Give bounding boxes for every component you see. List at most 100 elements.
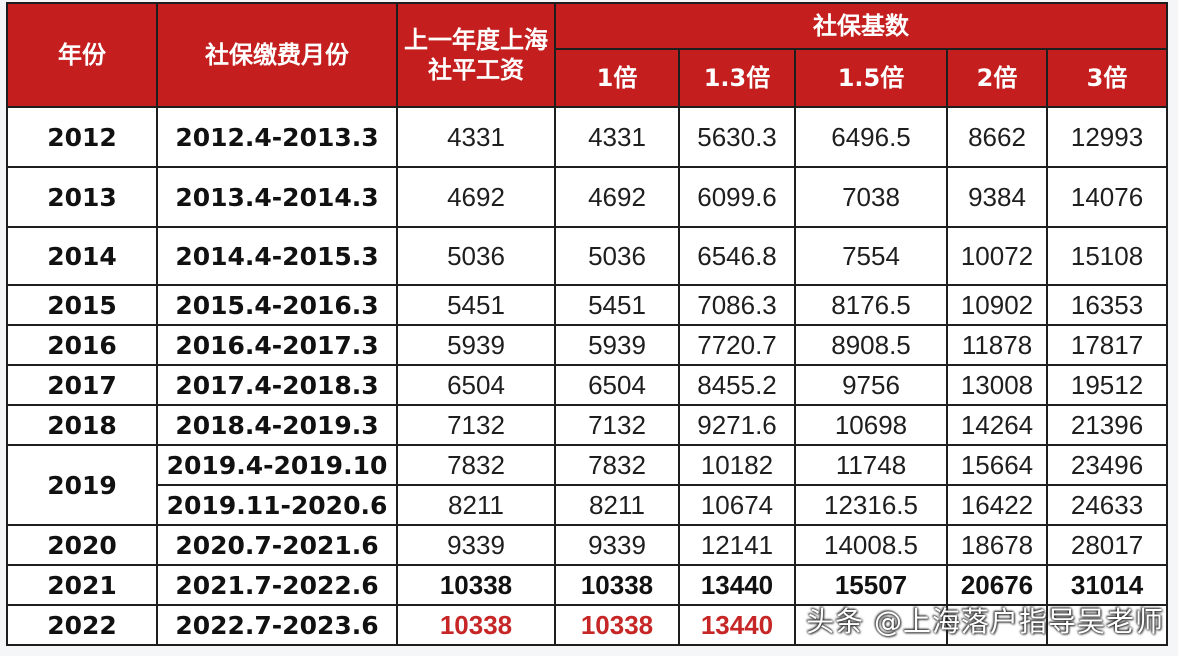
period-cell: 2019.4-2019.10 [156, 444, 398, 486]
header-multiplier-1x: 1倍 [554, 48, 680, 108]
base-1x-cell: 6504 [554, 364, 680, 406]
avg-wage-cell: 5939 [396, 324, 556, 366]
base-1x-cell: 9339 [554, 524, 680, 566]
table-row: 2022 2022.7-2023.6 10338 10338 13440 [6, 604, 1169, 646]
header-avg-wage: 上一年度上海社平工资 [396, 2, 556, 108]
social-insurance-base-table: 年份 社保缴费月份 上一年度上海社平工资 社保基数 1倍 1.3倍 1.5倍 2… [6, 2, 1169, 646]
base-3x-cell: 24633 [1045, 484, 1169, 526]
base-3x-cell [1045, 604, 1169, 646]
base-1-5x-cell: 6496.5 [794, 106, 948, 168]
header-period: 社保缴费月份 [156, 2, 398, 108]
year-cell: 2012 [6, 106, 158, 168]
base-3x-cell: 19512 [1045, 364, 1169, 406]
base-1x-cell: 10338 [554, 604, 680, 646]
base-2x-cell: 15664 [946, 444, 1048, 486]
base-3x-cell: 28017 [1045, 524, 1169, 566]
base-2x-cell: 13008 [946, 364, 1048, 406]
period-cell: 2022.7-2023.6 [156, 604, 398, 646]
year-cell: 2021 [6, 564, 158, 606]
table-row: 2019.11-2020.6 8211 8211 10674 12316.5 1… [7, 484, 1169, 526]
year-cell: 2019 [6, 444, 158, 526]
table-row: 2018 2018.4-2019.3 7132 7132 9271.6 1069… [6, 404, 1169, 446]
header-multiplier-1-3x: 1.3倍 [678, 48, 796, 108]
base-1-3x-cell: 10182 [678, 444, 796, 486]
period-cell: 2019.11-2020.6 [156, 484, 398, 526]
base-1-3x-cell: 10674 [678, 484, 796, 526]
base-1x-cell: 4331 [554, 106, 680, 168]
avg-wage-cell: 5451 [396, 284, 556, 326]
period-cell: 2013.4-2014.3 [156, 166, 398, 228]
base-1x-cell: 7132 [554, 404, 680, 446]
year-cell: 2016 [6, 324, 158, 366]
period-cell: 2016.4-2017.3 [156, 324, 398, 366]
watermark-text: 头条 @上海落户指导吴老师 [806, 605, 1164, 638]
header-multiplier-1-5x: 1.5倍 [794, 48, 948, 108]
table-row: 2017 2017.4-2018.3 6504 6504 8455.2 9756… [6, 364, 1169, 406]
avg-wage-cell: 10338 [396, 564, 556, 606]
base-1-5x-cell: 8176.5 [794, 284, 948, 326]
header-base-group: 社保基数 [553, 2, 1169, 50]
period-cell: 2021.7-2022.6 [156, 564, 398, 606]
base-1x-cell: 10338 [554, 564, 680, 606]
base-2x-cell: 20676 [946, 564, 1048, 606]
base-1-3x-cell: 5630.3 [678, 106, 796, 168]
base-1x-cell: 4692 [554, 166, 680, 228]
base-1x-cell: 5939 [554, 324, 680, 366]
base-1-5x-cell: 11748 [794, 444, 948, 486]
avg-wage-cell: 6504 [396, 364, 556, 406]
base-1-5x-cell: 15507 [794, 564, 948, 606]
base-3x-cell: 31014 [1045, 564, 1169, 606]
base-2x-cell [946, 604, 1048, 646]
year-cell: 2014 [6, 226, 158, 286]
year-cell: 2020 [6, 524, 158, 566]
base-1-5x-cell: 12316.5 [794, 484, 948, 526]
table-row: 2020 2020.7-2021.6 9339 9339 12141 14008… [6, 524, 1169, 566]
header-row-1: 年份 社保缴费月份 上一年度上海社平工资 社保基数 [6, 2, 1169, 108]
base-1x-cell: 5451 [554, 284, 680, 326]
header-row-2: 1倍 1.3倍 1.5倍 2倍 3倍 [7, 48, 1169, 108]
table-row: 2015 2015.4-2016.3 5451 5451 7086.3 8176… [6, 284, 1169, 326]
avg-wage-cell: 7132 [396, 404, 556, 446]
base-1-5x-cell: 14008.5 [794, 524, 948, 566]
base-1-5x-cell: 7038 [794, 166, 948, 228]
period-cell: 2018.4-2019.3 [156, 404, 398, 446]
base-3x-cell: 12993 [1045, 106, 1169, 168]
table-row: 2014 2014.4-2015.3 5036 5036 6546.8 7554… [6, 226, 1169, 286]
table-row: 2021 2021.7-2022.6 10338 10338 13440 155… [6, 564, 1169, 606]
year-cell: 2018 [6, 404, 158, 446]
period-cell: 2014.4-2015.3 [156, 226, 398, 286]
table-row: 2012 2012.4-2013.3 4331 4331 5630.3 6496… [6, 106, 1169, 168]
base-2x-cell: 10902 [946, 284, 1048, 326]
base-3x-cell: 15108 [1045, 226, 1169, 286]
avg-wage-cell: 5036 [396, 226, 556, 286]
avg-wage-cell: 9339 [396, 524, 556, 566]
base-1-5x-cell: 10698 [794, 404, 948, 446]
period-cell: 2015.4-2016.3 [156, 284, 398, 326]
period-cell: 2012.4-2013.3 [156, 106, 398, 168]
base-3x-cell: 21396 [1045, 404, 1169, 446]
base-1-3x-cell: 8455.2 [678, 364, 796, 406]
base-3x-cell: 17817 [1045, 324, 1169, 366]
avg-wage-cell: 4331 [396, 106, 556, 168]
avg-wage-cell: 4692 [396, 166, 556, 228]
base-1-3x-cell: 6099.6 [678, 166, 796, 228]
base-2x-cell: 9384 [946, 166, 1048, 228]
year-cell: 2015 [6, 284, 158, 326]
table-row: 2016 2016.4-2017.3 5939 5939 7720.7 8908… [6, 324, 1169, 366]
header-year: 年份 [6, 2, 158, 108]
base-1-3x-cell: 7720.7 [678, 324, 796, 366]
base-1-3x-cell: 7086.3 [678, 284, 796, 326]
base-1-5x-cell [794, 604, 948, 646]
avg-wage-cell: 7832 [396, 444, 556, 486]
base-1-3x-cell: 13440 [678, 564, 796, 606]
base-1-5x-cell: 8908.5 [794, 324, 948, 366]
base-1-3x-cell: 12141 [678, 524, 796, 566]
base-1-3x-cell: 6546.8 [678, 226, 796, 286]
year-cell: 2022 [6, 604, 158, 646]
avg-wage-cell: 10338 [396, 604, 556, 646]
base-2x-cell: 8662 [946, 106, 1048, 168]
header-multiplier-3x: 3倍 [1045, 48, 1169, 108]
base-1-5x-cell: 9756 [794, 364, 948, 406]
base-2x-cell: 11878 [946, 324, 1048, 366]
base-2x-cell: 18678 [946, 524, 1048, 566]
